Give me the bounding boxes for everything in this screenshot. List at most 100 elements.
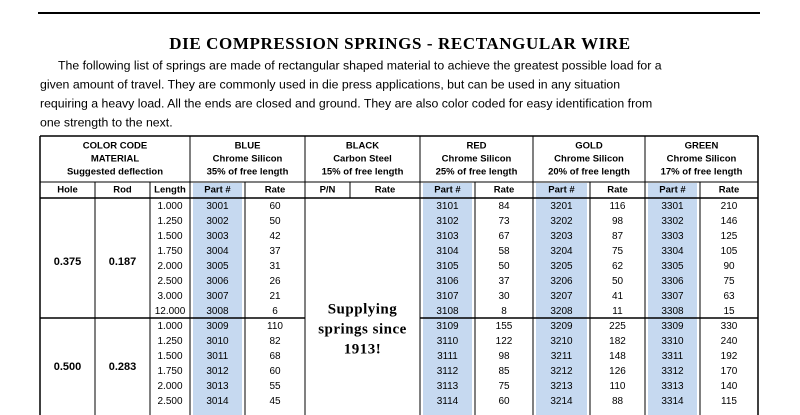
table-cell: 1.000	[157, 321, 182, 332]
table-cell: 3102	[436, 216, 459, 227]
intro-line: one strength to the next.	[40, 115, 173, 129]
group-header-name: GREEN	[685, 141, 719, 152]
table-cell: 3203	[550, 231, 573, 242]
group-header-name: BLUE	[235, 141, 261, 152]
table-cell: 1.750	[157, 366, 182, 377]
table-cell: 75	[612, 246, 624, 257]
table-cell: 31	[269, 261, 281, 272]
table-cell: 115	[721, 396, 737, 407]
part-column-highlight	[423, 183, 472, 415]
column-header: Rate	[607, 185, 628, 196]
table-cell: 3004	[206, 246, 229, 257]
table-cell: 50	[498, 261, 510, 272]
table-cell: 3109	[436, 321, 459, 332]
table-cell: 3103	[436, 231, 459, 242]
table-cell: 3212	[550, 366, 573, 377]
table-cell: 116	[610, 201, 626, 212]
table-cell: 3013	[206, 381, 229, 392]
table-cell: 90	[723, 261, 735, 272]
part-column-highlight	[648, 183, 697, 415]
table-cell: 2.000	[157, 381, 182, 392]
table-cell: 1.750	[157, 246, 182, 257]
table-cell: 225	[609, 321, 626, 332]
table-cell: 21	[269, 291, 281, 302]
table-cell: 122	[496, 336, 513, 347]
group-header-deflection: 35% of free length	[207, 167, 289, 178]
table-cell: 3007	[206, 291, 229, 302]
table-cell: 3202	[550, 216, 573, 227]
table-cell: 60	[498, 396, 510, 407]
table-cell: 140	[721, 381, 738, 392]
table-cell: 3208	[550, 306, 573, 317]
table-cell: 126	[609, 366, 626, 377]
table-cell: 3210	[550, 336, 573, 347]
table-cell: 110	[610, 381, 626, 392]
table-cell: 3113	[437, 381, 459, 392]
table-cell: 6	[272, 306, 278, 317]
table-cell: 37	[498, 276, 510, 287]
table-cell: 3106	[436, 276, 459, 287]
hole-size: 0.375	[54, 256, 82, 268]
group-header-material: Carbon Steel	[333, 154, 392, 165]
table-cell: 3306	[661, 276, 684, 287]
table-cell: 55	[269, 381, 281, 392]
table-cell: 1.500	[157, 231, 182, 242]
table-cell: 3302	[661, 216, 684, 227]
column-header: Rate	[494, 185, 515, 196]
table-cell: 3206	[550, 276, 573, 287]
table-cell: 11	[612, 306, 623, 317]
table-cell: 1.500	[157, 351, 182, 362]
color-code-header: MATERIAL	[91, 154, 140, 165]
table-cell: 98	[612, 216, 624, 227]
intro-line: given amount of travel. They are commonl…	[40, 77, 620, 91]
table-cell: 3214	[550, 396, 573, 407]
table-cell: 3008	[206, 306, 229, 317]
table-cell: 60	[269, 366, 281, 377]
intro-line: requiring a heavy load. All the ends are…	[40, 96, 652, 110]
column-header: Rod	[113, 185, 132, 196]
table-cell: 3112	[437, 366, 459, 377]
column-header: Part #	[548, 185, 575, 196]
table-cell: 3002	[206, 216, 229, 227]
spring-table: COLOR CODE MATERIAL Suggested deflection BL…	[39, 135, 759, 415]
table-cell: 3309	[661, 321, 684, 332]
group-header-name: BLACK	[346, 141, 379, 152]
intro-line: The following list of springs are made o…	[58, 58, 662, 72]
table-cell: 26	[269, 276, 281, 287]
table-cell: 2.500	[157, 276, 182, 287]
table-cell: 88	[612, 396, 624, 407]
table-cell: 1.250	[157, 216, 182, 227]
table-cell: 67	[498, 231, 510, 242]
part-column-highlight	[193, 183, 242, 415]
part-column-highlight	[536, 183, 587, 415]
column-header: Rate	[719, 185, 740, 196]
table-cell: 3105	[436, 261, 459, 272]
table-cell: 3111	[437, 351, 458, 362]
table-cell: 15	[723, 306, 735, 317]
table-cell: 3303	[661, 231, 684, 242]
column-header: Hole	[57, 185, 78, 196]
color-code-header: Suggested deflection	[67, 167, 163, 178]
column-header: Length	[154, 185, 186, 196]
table-cell: 1.250	[157, 336, 182, 347]
table-cell: 3001	[206, 201, 229, 212]
rod-size: 0.187	[109, 256, 137, 268]
table-cell: 62	[612, 261, 624, 272]
table-cell: 3304	[661, 246, 684, 257]
table-cell: 3010	[206, 336, 229, 347]
table-cell: 3005	[206, 261, 229, 272]
table-cell: 41	[612, 291, 624, 302]
table-cell: 110	[267, 321, 283, 332]
group-header-deflection: 25% of free length	[436, 167, 518, 178]
column-header: Part #	[204, 185, 231, 196]
table-cell: 3211	[551, 351, 573, 362]
note-line: springs since	[318, 321, 407, 337]
table-cell: 3104	[436, 246, 459, 257]
table-cell: 148	[609, 351, 626, 362]
table-cell: 3312	[661, 366, 684, 377]
table-cell: 85	[498, 366, 510, 377]
table-cell: 3101	[436, 201, 459, 212]
table-cell: 3301	[661, 201, 684, 212]
table-cell: 3207	[550, 291, 573, 302]
